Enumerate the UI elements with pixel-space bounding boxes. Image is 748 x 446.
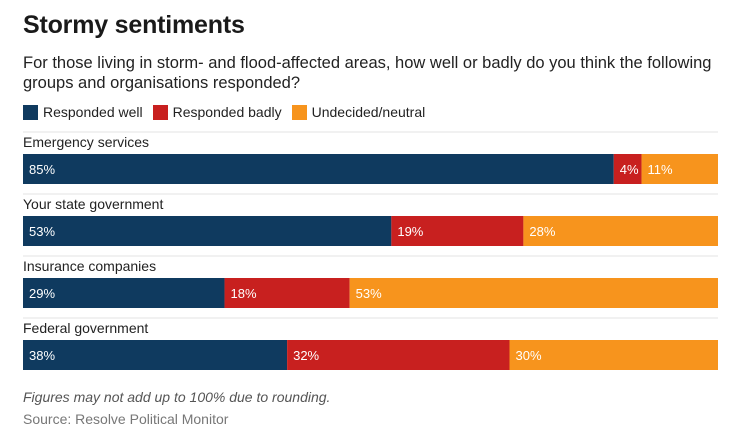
data-label-insurance-companies-responded-badly: 18% [231, 286, 257, 301]
data-label-federal-government-responded-well: 38% [29, 348, 55, 363]
bar-emergency-services-responded-well [23, 154, 614, 184]
data-label-insurance-companies-responded-well: 29% [29, 286, 55, 301]
legend-swatch-well [23, 104, 38, 120]
legend-label-neutral: Undecided/neutral [311, 104, 426, 120]
data-label-insurance-companies-undecided-neutral: 53% [356, 286, 382, 301]
data-label-your-state-government-responded-badly: 19% [397, 224, 423, 239]
data-label-federal-government-undecided-neutral: 30% [516, 348, 542, 363]
category-label-federal-government: Federal government [23, 320, 148, 336]
bar-emergency-services-responded-badly [613, 154, 642, 184]
legend: Responded well Responded badly Undecided… [23, 103, 435, 121]
footnote: Figures may not add up to 100% due to ro… [23, 389, 331, 405]
chart-subtitle: For those living in storm- and flood-aff… [23, 54, 712, 92]
legend-swatch-badly [152, 104, 168, 120]
bar-your-state-government-undecided-neutral [523, 216, 718, 246]
source-line: Source: Resolve Political Monitor [23, 411, 229, 427]
legend-item-neutral: Undecided/neutral [291, 104, 426, 120]
legend-item-well: Responded well [23, 104, 143, 120]
data-label-emergency-services-responded-badly: 4% [620, 162, 639, 177]
legend-item-badly: Responded badly [152, 104, 282, 120]
bar-insurance-companies-responded-well [23, 278, 225, 308]
chart-title: Stormy sentiments [23, 11, 245, 39]
data-label-your-state-government-responded-well: 53% [29, 224, 55, 239]
bar-your-state-government-responded-badly [391, 216, 524, 246]
data-label-emergency-services-responded-well: 85% [29, 162, 55, 177]
legend-label-well: Responded well [43, 104, 143, 120]
data-label-federal-government-responded-badly: 32% [293, 348, 319, 363]
category-label-your-state-government: Your state government [23, 196, 163, 212]
bar-emergency-services-undecided-neutral [641, 154, 718, 184]
bar-federal-government-responded-well [23, 340, 288, 370]
data-label-your-state-government-undecided-neutral: 28% [529, 224, 555, 239]
bar-federal-government-responded-badly [287, 340, 510, 370]
legend-label-badly: Responded badly [172, 104, 282, 120]
data-label-emergency-services-undecided-neutral: 11% [648, 162, 673, 177]
bar-insurance-companies-undecided-neutral [349, 278, 718, 308]
category-label-insurance-companies: Insurance companies [23, 258, 156, 274]
category-label-emergency-services: Emergency services [23, 134, 149, 150]
legend-swatch-neutral [291, 104, 307, 120]
bar-federal-government-undecided-neutral [509, 340, 718, 370]
bar-insurance-companies-responded-badly [224, 278, 350, 308]
bar-your-state-government-responded-well [23, 216, 392, 246]
